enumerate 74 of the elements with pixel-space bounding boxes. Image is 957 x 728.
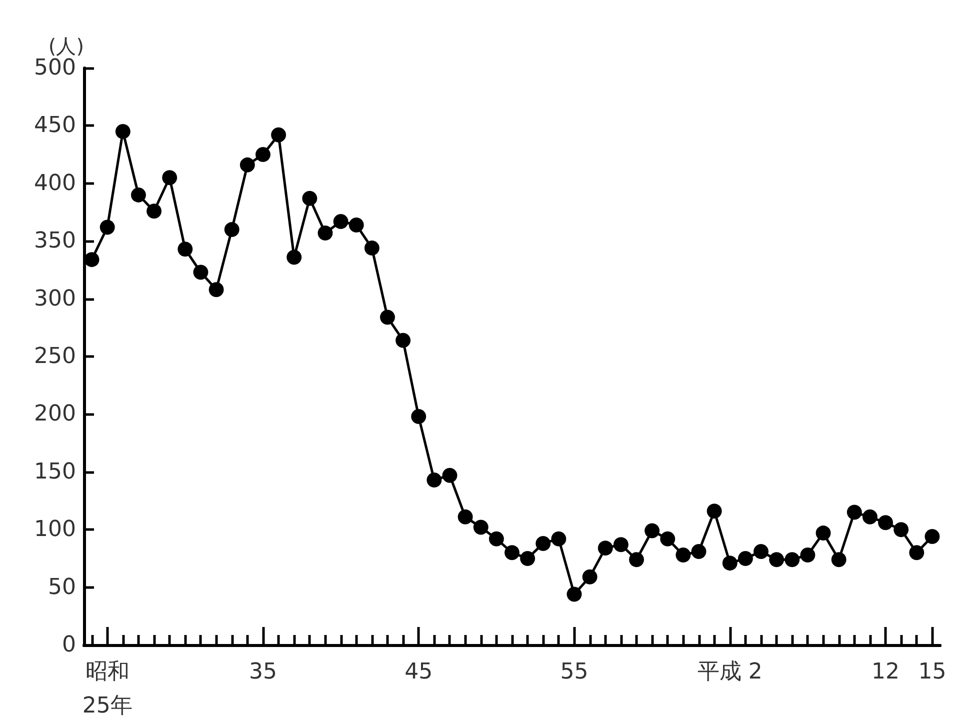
point — [364, 240, 380, 256]
point — [738, 550, 753, 566]
point — [598, 540, 613, 556]
point — [551, 531, 566, 546]
y-axis-title: (人) — [48, 34, 84, 58]
point — [84, 252, 100, 268]
point — [348, 217, 364, 232]
y-tick-label: 100 — [34, 517, 76, 542]
point — [458, 509, 473, 524]
point — [162, 170, 178, 186]
point — [504, 545, 520, 560]
point — [644, 523, 660, 538]
x-tick-label: 平成 2 — [697, 660, 762, 684]
point — [862, 509, 878, 524]
y-tick-label: 150 — [34, 459, 76, 484]
point — [488, 531, 504, 546]
point — [909, 545, 924, 560]
point — [115, 124, 130, 139]
point — [146, 204, 162, 219]
point — [380, 310, 395, 325]
y-tick-label: 400 — [34, 170, 76, 196]
y-tick-label: 300 — [34, 286, 76, 312]
y-tick-label: 350 — [34, 228, 76, 254]
point — [613, 537, 628, 552]
point — [442, 468, 458, 483]
point — [426, 472, 442, 488]
point — [754, 544, 769, 560]
point — [473, 520, 488, 535]
x-tick-label: 12 — [872, 660, 900, 684]
point — [302, 190, 318, 206]
point — [629, 552, 644, 568]
point — [878, 515, 894, 530]
point — [286, 250, 302, 265]
point — [240, 157, 255, 172]
point — [178, 242, 193, 257]
point — [784, 552, 800, 568]
y-tick-label: 0 — [62, 632, 76, 658]
point — [208, 282, 224, 298]
point — [520, 550, 536, 566]
x-tick-label: 35 — [248, 660, 277, 684]
point — [706, 504, 722, 519]
point — [193, 264, 208, 280]
point — [536, 536, 551, 551]
point — [411, 409, 426, 424]
point — [894, 522, 909, 538]
y-tick-label: 250 — [34, 344, 76, 369]
point — [769, 552, 784, 568]
point — [924, 529, 940, 544]
point — [318, 226, 333, 241]
point — [831, 552, 846, 568]
point — [582, 569, 598, 584]
point — [566, 586, 582, 602]
y-tick-label: 500 — [34, 56, 76, 80]
point — [130, 187, 146, 202]
point — [333, 214, 348, 229]
x-tick-label: 昭和 25年 — [82, 660, 132, 718]
y-tick-label: 50 — [48, 574, 76, 600]
x-tick-label: 45 — [404, 660, 433, 684]
point — [691, 544, 706, 560]
point — [660, 531, 676, 546]
point — [255, 147, 270, 162]
point — [816, 526, 831, 541]
point — [722, 556, 738, 571]
point — [100, 220, 115, 235]
y-tick-label: 200 — [34, 402, 76, 427]
x-tick-label: 55 — [560, 660, 588, 684]
point — [800, 547, 816, 562]
x-tick-label: 15 — [918, 660, 946, 684]
point — [846, 504, 862, 520]
point — [224, 222, 240, 238]
point — [271, 127, 286, 142]
y-tick-label: 450 — [34, 113, 76, 138]
point — [396, 332, 411, 348]
point — [676, 547, 691, 562]
